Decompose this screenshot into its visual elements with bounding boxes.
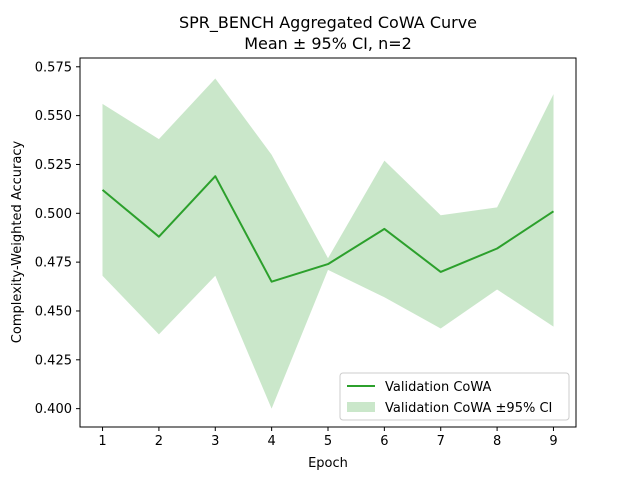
y-tick-label: 0.500 [35, 207, 72, 222]
x-tick-label: 4 [267, 434, 275, 449]
legend: Validation CoWA Validation CoWA ±95% CI [339, 372, 570, 421]
y-tick-label: 0.425 [35, 353, 72, 368]
x-tick-label: 9 [549, 434, 557, 449]
confidence-band [102, 78, 554, 409]
x-tick-label: 5 [324, 434, 332, 449]
legend-band-swatch [347, 402, 375, 412]
x-tick-label: 6 [380, 434, 388, 449]
x-tick-label: 3 [211, 434, 219, 449]
legend-line-label: Validation CoWA [385, 380, 492, 395]
y-tick-label: 0.550 [35, 109, 72, 124]
series-line-layer [101, 175, 555, 283]
x-tick-label: 7 [437, 434, 445, 449]
x-tick-label: 8 [493, 434, 501, 449]
y-tick-label: 0.475 [35, 256, 72, 271]
y-tick-label: 0.450 [35, 304, 72, 319]
legend-band-label: Validation CoWA ±95% CI [385, 401, 552, 416]
y-tick-label: 0.525 [35, 158, 72, 173]
chart-title: SPR_BENCH Aggregated CoWA Curve [179, 13, 477, 33]
legend-box [339, 372, 570, 421]
y-axis-label: Complexity-Weighted Accuracy [10, 141, 25, 344]
x-tick-label: 1 [98, 434, 106, 449]
x-tick-label: 2 [155, 434, 163, 449]
y-axis-ticks: 0.400 0.425 0.450 0.475 0.500 0.525 0.550 0.575 [35, 60, 80, 417]
y-tick-label: 0.400 [35, 402, 72, 417]
y-tick-label: 0.575 [35, 60, 72, 75]
chart-subtitle: Mean ± 95% CI, n=2 [244, 34, 412, 53]
confidence-band-layer [102, 78, 554, 409]
x-axis-ticks: 1 2 3 4 5 6 7 8 9 [98, 427, 558, 449]
x-axis-label: Epoch [308, 456, 348, 471]
